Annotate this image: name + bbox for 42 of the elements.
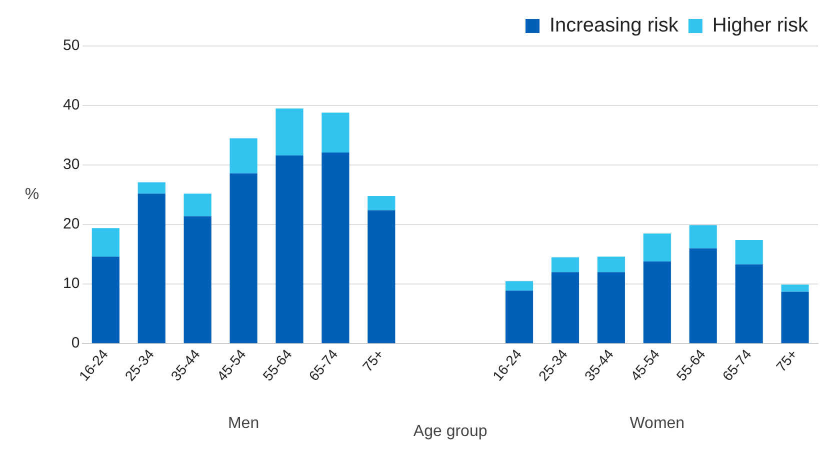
- bar: [551, 272, 580, 344]
- bar: [597, 272, 625, 344]
- bar: [92, 256, 120, 344]
- x-tick-label: 75+: [359, 346, 387, 375]
- bar: [276, 156, 304, 344]
- y-axis-title: %: [24, 186, 40, 204]
- y-tick-label: 30: [62, 156, 80, 174]
- bar: [643, 261, 671, 344]
- bar: [781, 284, 809, 292]
- y-tick-label: 40: [62, 96, 80, 114]
- bar: [322, 152, 350, 344]
- bar: [138, 182, 166, 194]
- bar: [322, 112, 350, 153]
- x-tick-label: 75+: [772, 346, 800, 375]
- bar: [643, 233, 671, 262]
- bar: [505, 290, 534, 344]
- bar: [735, 264, 763, 344]
- y-tick-label: 10: [62, 275, 80, 292]
- bar: [230, 138, 258, 174]
- y-tick-label: 0: [71, 334, 80, 352]
- bar: [276, 108, 304, 156]
- bar: [505, 281, 534, 291]
- y-tick-label: 50: [62, 37, 80, 54]
- bar: [781, 292, 809, 344]
- bar: [92, 228, 120, 257]
- bar: [368, 210, 396, 344]
- bar: [368, 196, 396, 210]
- bar: [735, 240, 763, 264]
- text: Women: [630, 414, 685, 432]
- bar: [184, 216, 212, 344]
- bar: [689, 225, 717, 248]
- bar: [230, 173, 258, 344]
- x-axis-title: Age group: [413, 422, 488, 440]
- bar: [551, 257, 580, 272]
- bar: [138, 194, 166, 344]
- text: Men: [228, 414, 260, 432]
- bar: [184, 194, 212, 216]
- legend-label: Higher risk: [712, 14, 809, 37]
- y-tick-label: 20: [62, 216, 80, 233]
- legend-label: Increasing risk: [549, 14, 680, 37]
- bar: [689, 248, 717, 344]
- bar: [597, 256, 625, 272]
